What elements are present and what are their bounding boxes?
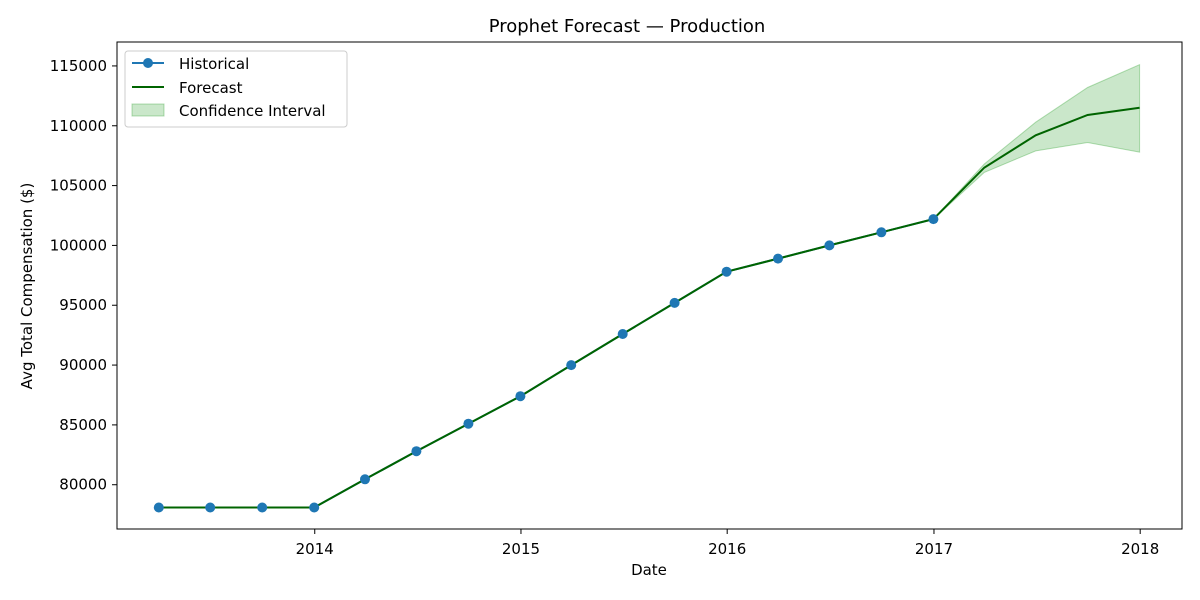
plot-frame <box>116 41 1183 530</box>
legend-box <box>124 50 348 128</box>
historical-point-1 <box>205 502 216 513</box>
legend: Historical Forecast Confidence Interval <box>124 50 348 128</box>
y-tick-label-4: 100000 <box>50 236 107 254</box>
historical-point-14 <box>876 227 887 238</box>
historical-point-3 <box>309 502 320 513</box>
forecast-line <box>158 106 1140 509</box>
historical-point-13 <box>824 240 835 251</box>
legend-confidence-swatch <box>131 103 165 117</box>
x-tick-label-4: 2018 <box>1121 540 1159 558</box>
historical-point-4 <box>360 474 370 485</box>
x-tick-label-3: 2017 <box>915 540 953 558</box>
legend-confidence-label: Confidence Interval <box>179 102 326 120</box>
y-tick-label-2: 90000 <box>59 356 107 374</box>
y-tick-label-5: 105000 <box>50 177 107 195</box>
y-tick-label-1: 85000 <box>59 416 107 434</box>
legend-historical-label: Historical <box>179 55 249 73</box>
historical-point-2 <box>257 502 268 513</box>
legend-historical-marker <box>143 58 153 68</box>
chart-title: Prophet Forecast — Production <box>489 16 766 37</box>
y-tick-label-3: 95000 <box>59 296 107 314</box>
historical-point-0 <box>153 502 164 513</box>
historical-point-9 <box>617 329 628 339</box>
historical-point-7 <box>515 391 526 402</box>
x-tick-label-2: 2016 <box>708 540 746 558</box>
y-tick-label-6: 110000 <box>50 117 107 135</box>
legend-forecast-label: Forecast <box>179 79 243 97</box>
historical-point-6 <box>463 418 474 429</box>
x-tick-label-0: 2014 <box>296 540 334 558</box>
historical-point-5 <box>411 446 422 457</box>
historical-point-8 <box>566 360 577 371</box>
y-axis-label: Avg Total Compensation ($) <box>18 183 36 390</box>
historical-point-11 <box>721 266 732 277</box>
historical-layer <box>153 106 1140 513</box>
historical-point-15 <box>928 214 939 225</box>
x-axis: 2014 2015 2016 2017 2018 <box>296 529 1159 558</box>
x-tick-label-1: 2015 <box>502 540 540 558</box>
y-tick-label-7: 115000 <box>50 57 107 75</box>
y-axis: 80000 85000 90000 95000 100000 105000 110000 11… <box>50 57 117 494</box>
y-tick-label-0: 80000 <box>59 476 107 494</box>
x-axis-label: Date <box>631 561 667 579</box>
historical-point-12 <box>773 253 783 264</box>
historical-point-10 <box>669 297 680 308</box>
